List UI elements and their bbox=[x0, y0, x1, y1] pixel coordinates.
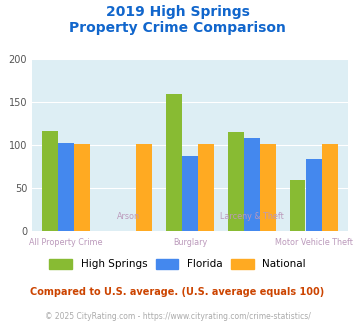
Bar bbox=[290, 180, 305, 231]
Bar bbox=[260, 144, 276, 231]
Legend: High Springs, Florida, National: High Springs, Florida, National bbox=[45, 254, 310, 274]
Bar bbox=[75, 144, 90, 231]
Bar bbox=[228, 132, 244, 231]
Text: 2019 High Springs: 2019 High Springs bbox=[105, 5, 250, 19]
Bar bbox=[322, 144, 338, 231]
Text: Burglary: Burglary bbox=[173, 238, 207, 247]
Bar bbox=[244, 138, 260, 231]
Text: Property Crime Comparison: Property Crime Comparison bbox=[69, 21, 286, 35]
Text: Arson: Arson bbox=[116, 212, 140, 221]
Text: All Property Crime: All Property Crime bbox=[29, 238, 103, 247]
Bar bbox=[166, 94, 181, 231]
Text: Compared to U.S. average. (U.S. average equals 100): Compared to U.S. average. (U.S. average … bbox=[31, 287, 324, 297]
Bar bbox=[42, 131, 58, 231]
Text: Larceny & Theft: Larceny & Theft bbox=[220, 212, 284, 221]
Bar bbox=[198, 144, 214, 231]
Text: Motor Vehicle Theft: Motor Vehicle Theft bbox=[275, 238, 353, 247]
Bar bbox=[306, 159, 322, 231]
Bar bbox=[136, 144, 152, 231]
Text: © 2025 CityRating.com - https://www.cityrating.com/crime-statistics/: © 2025 CityRating.com - https://www.city… bbox=[45, 312, 310, 321]
Bar bbox=[182, 156, 198, 231]
Bar bbox=[58, 144, 74, 231]
